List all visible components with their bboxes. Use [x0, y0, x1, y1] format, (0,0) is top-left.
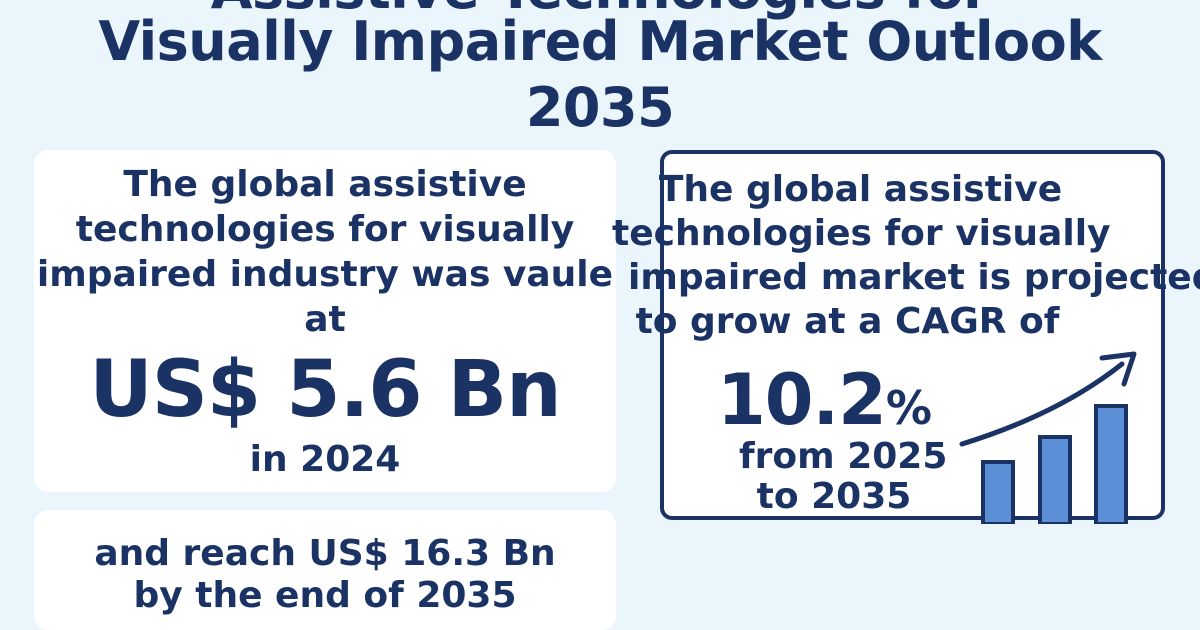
cagr-text-line-3: impaired market is projected — [628, 257, 1200, 298]
market-value-year: in 2024 — [249, 439, 401, 480]
forecast-text-line-2: by the end of 2035 — [133, 575, 517, 616]
cagr-period-line-1: from 2025 — [739, 436, 948, 477]
page-title-line-1: Visually Impaired Market Outlook — [98, 10, 1102, 73]
cagr-number: 10.2 — [717, 359, 887, 441]
cagr-card: The global assistive technologies for vi… — [612, 150, 1200, 524]
growth-bar-chart-icon — [959, 351, 1137, 524]
market-value-text-line-2: technologies for visually — [75, 209, 575, 250]
market-value-text-line-1: The global assistive — [123, 164, 527, 205]
market-value-amount: US$ 5.6 Bn — [89, 345, 561, 435]
cagr-value: 10.2% — [704, 362, 944, 446]
cagr-text-line-1: The global assistive — [658, 169, 1063, 210]
page-title-line-0: Assistive Technologies for — [0, 0, 1200, 20]
cagr-percent-symbol: % — [885, 381, 932, 435]
cagr-text-line-2: technologies for visually — [612, 213, 1111, 254]
market-value-text-line-3: impaired industry was vaule — [36, 254, 614, 295]
market-value-text-line-4: at — [304, 299, 346, 340]
market-value-card: The global assistive technologies for vi… — [34, 150, 616, 492]
cagr-text-line-4: to grow at a CAGR of — [635, 301, 1060, 342]
page-title-line-2: 2035 — [525, 76, 675, 139]
trend-arrow-icon — [959, 351, 1137, 447]
growth-bar-2 — [1038, 435, 1072, 524]
cagr-period-line-2: to 2035 — [756, 476, 912, 517]
forecast-card: and reach US$ 16.3 Bn by the end of 2035 — [34, 510, 616, 630]
growth-bar-1 — [981, 460, 1015, 524]
forecast-text-line-1: and reach US$ 16.3 Bn — [94, 533, 556, 574]
growth-bar-3 — [1094, 404, 1128, 524]
